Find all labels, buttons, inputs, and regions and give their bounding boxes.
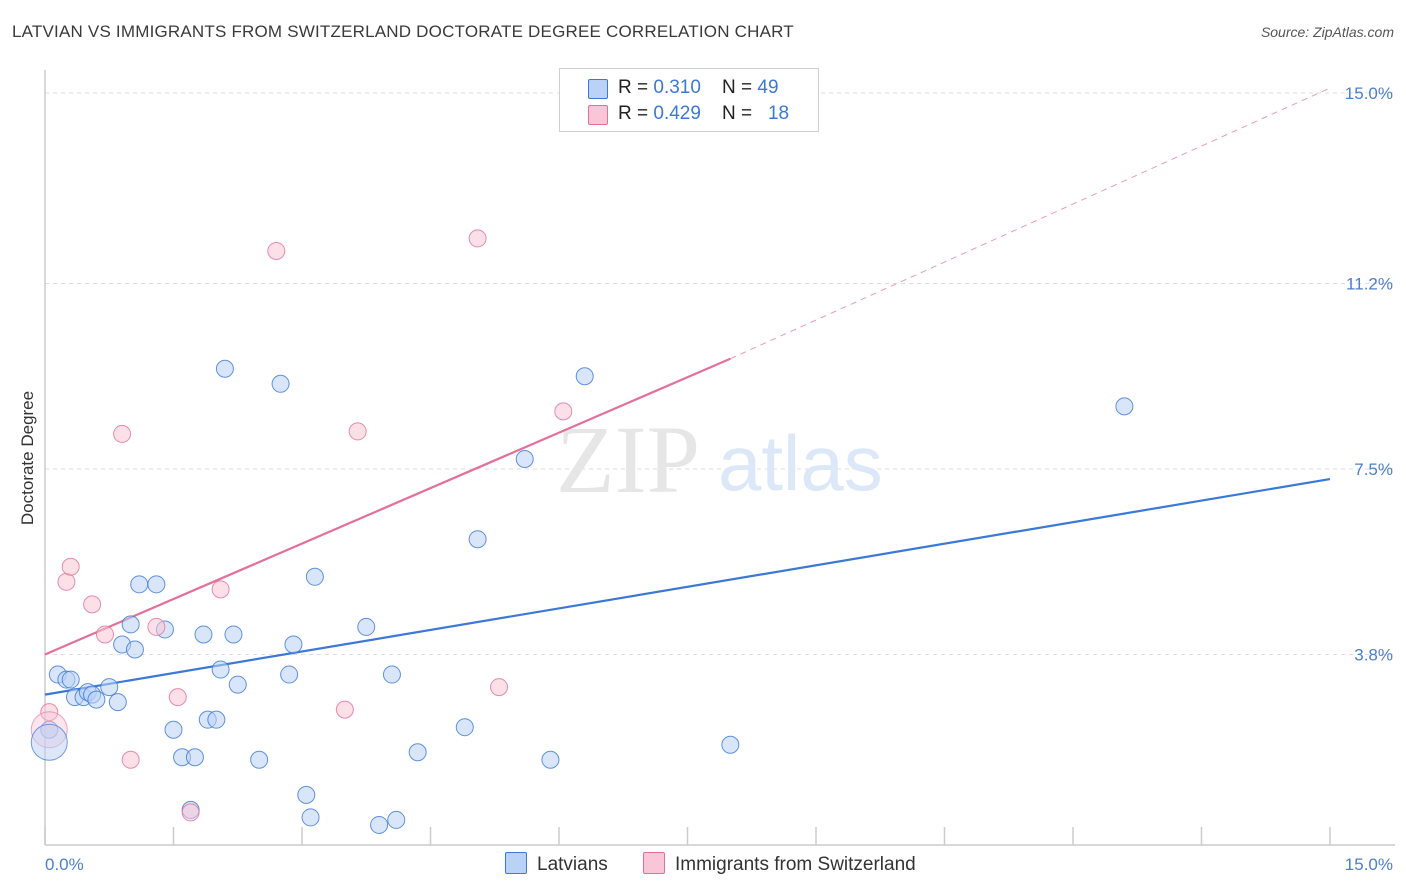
data-point <box>181 803 200 822</box>
data-point <box>554 402 573 421</box>
data-point <box>168 688 187 707</box>
data-point <box>305 567 324 586</box>
legend: R = 0.310 N = 49 R = 0.429 N = 18 <box>559 68 819 132</box>
bottom-legend-swatch-pink <box>643 852 665 874</box>
data-point <box>515 449 534 468</box>
trend-line <box>44 477 1331 696</box>
data-point <box>194 625 213 644</box>
x-tick-label: 0.0% <box>45 855 84 874</box>
bottom-legend-latvians: Latvians <box>505 852 608 876</box>
bottom-legend-switzerland: Immigrants from Switzerland <box>643 852 916 876</box>
y-axis-label: Doctorate Degree <box>18 391 37 525</box>
data-point <box>468 229 487 248</box>
legend-r-label: R = <box>618 103 654 124</box>
data-point <box>335 700 354 719</box>
bottom-legend-label: Latvians <box>537 854 608 875</box>
data-point <box>83 595 102 614</box>
axis-labels: 3.8% 7.5% 11.2% 15.0% 0.0% 15.0% Doctorate Deg… <box>18 84 1393 874</box>
data-point <box>164 720 183 739</box>
y-tick-label: 11.2% <box>1346 275 1393 294</box>
legend-n-value: 18 <box>767 103 790 124</box>
legend-swatch-blue <box>588 79 608 99</box>
trend-lines <box>44 87 1331 696</box>
gridlines <box>45 92 1395 656</box>
data-point <box>721 735 740 754</box>
data-point <box>87 690 106 709</box>
data-point <box>348 422 367 441</box>
trend-line <box>44 357 731 656</box>
data-point <box>541 750 560 769</box>
data-point <box>387 810 406 829</box>
data-point <box>382 665 401 684</box>
data-point <box>108 693 127 712</box>
data-point <box>357 617 376 636</box>
data-point <box>301 808 320 827</box>
data-point <box>370 815 389 834</box>
data-point <box>121 615 140 634</box>
data-point <box>211 580 230 599</box>
data-point <box>490 678 509 697</box>
bottom-legend-label: Immigrants from Switzerland <box>675 854 916 875</box>
data-point <box>113 424 132 443</box>
data-point <box>284 635 303 654</box>
bottom-legend-swatch-blue <box>505 852 527 874</box>
data-point <box>215 359 234 378</box>
legend-swatch-pink <box>588 105 608 125</box>
data-point <box>280 665 299 684</box>
data-points <box>30 229 1134 834</box>
legend-n-value: 49 <box>757 77 779 98</box>
data-point <box>271 374 290 393</box>
data-point <box>100 678 119 697</box>
data-point <box>297 785 316 804</box>
legend-r-value: 0.429 <box>653 103 701 124</box>
data-point <box>455 718 474 737</box>
data-point <box>575 367 594 386</box>
data-point <box>147 617 166 636</box>
y-tick-label: 15.0% <box>1345 84 1393 103</box>
data-point <box>125 640 144 659</box>
data-point <box>121 750 140 769</box>
data-point <box>468 530 487 549</box>
y-tick-label: 7.5% <box>1354 460 1393 479</box>
legend-n-label: N = <box>722 77 758 98</box>
x-tick-label: 15.0% <box>1345 855 1393 874</box>
y-tick-label: 3.8% <box>1354 646 1393 665</box>
data-point <box>228 675 247 694</box>
data-point-large <box>30 723 68 761</box>
watermark: ZIP atlas <box>556 406 883 513</box>
data-point <box>408 743 427 762</box>
legend-r-value: 0.310 <box>653 77 701 98</box>
data-point <box>95 625 114 644</box>
data-point <box>61 557 80 576</box>
data-point <box>61 670 80 689</box>
watermark-zip: ZIP <box>556 406 700 513</box>
data-point <box>1115 397 1134 416</box>
trend-line-extension <box>730 87 1331 360</box>
data-point <box>224 625 243 644</box>
data-point <box>57 572 76 591</box>
data-point <box>130 575 149 594</box>
data-point <box>185 748 204 767</box>
data-point <box>147 575 166 594</box>
data-point <box>250 750 269 769</box>
data-point <box>211 660 230 679</box>
data-point <box>207 710 226 729</box>
watermark-atlas: atlas <box>718 419 883 507</box>
chart-title: LATVIAN VS IMMIGRANTS FROM SWITZERLAND D… <box>12 22 794 41</box>
data-point <box>267 241 286 260</box>
source-label: Source: ZipAtlas.com <box>1260 24 1394 40</box>
legend-n-label: N = <box>722 103 758 124</box>
legend-r-label: R = <box>618 77 654 98</box>
